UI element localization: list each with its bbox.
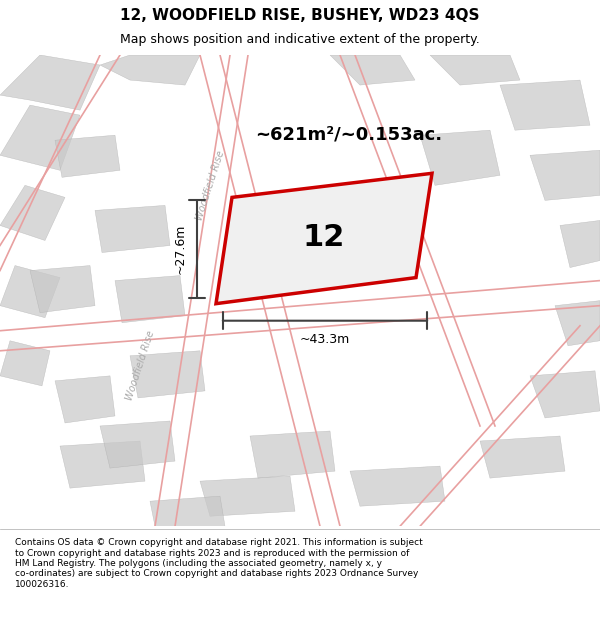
Polygon shape (350, 466, 445, 506)
Polygon shape (480, 436, 565, 478)
Polygon shape (115, 276, 185, 322)
Polygon shape (420, 130, 500, 186)
Polygon shape (55, 376, 115, 423)
Text: Woodfield Rise: Woodfield Rise (194, 149, 226, 221)
Polygon shape (30, 266, 95, 312)
Polygon shape (530, 371, 600, 418)
Text: ~621m²/~0.153ac.: ~621m²/~0.153ac. (255, 125, 442, 143)
Polygon shape (250, 431, 335, 478)
Polygon shape (95, 206, 170, 252)
Polygon shape (100, 55, 200, 85)
Polygon shape (0, 105, 80, 170)
Text: Woodfield Rise: Woodfield Rise (124, 329, 156, 402)
Polygon shape (555, 301, 600, 346)
Polygon shape (330, 55, 415, 85)
Polygon shape (0, 186, 65, 241)
Polygon shape (130, 351, 205, 398)
Polygon shape (500, 80, 590, 130)
Polygon shape (216, 173, 432, 304)
Text: 12, WOODFIELD RISE, BUSHEY, WD23 4QS: 12, WOODFIELD RISE, BUSHEY, WD23 4QS (120, 8, 480, 23)
Polygon shape (430, 55, 520, 85)
Polygon shape (100, 421, 175, 468)
Polygon shape (150, 496, 225, 526)
Text: Contains OS data © Crown copyright and database right 2021. This information is : Contains OS data © Crown copyright and d… (15, 538, 423, 589)
Text: ~27.6m: ~27.6m (174, 224, 187, 274)
Polygon shape (200, 476, 295, 516)
Polygon shape (0, 266, 60, 318)
Polygon shape (0, 341, 50, 386)
Polygon shape (0, 55, 100, 110)
Polygon shape (530, 150, 600, 201)
Polygon shape (60, 441, 145, 488)
Text: Map shows position and indicative extent of the property.: Map shows position and indicative extent… (120, 33, 480, 46)
Polygon shape (55, 135, 120, 178)
Polygon shape (560, 221, 600, 268)
Text: ~43.3m: ~43.3m (300, 332, 350, 346)
Text: 12: 12 (303, 224, 345, 253)
